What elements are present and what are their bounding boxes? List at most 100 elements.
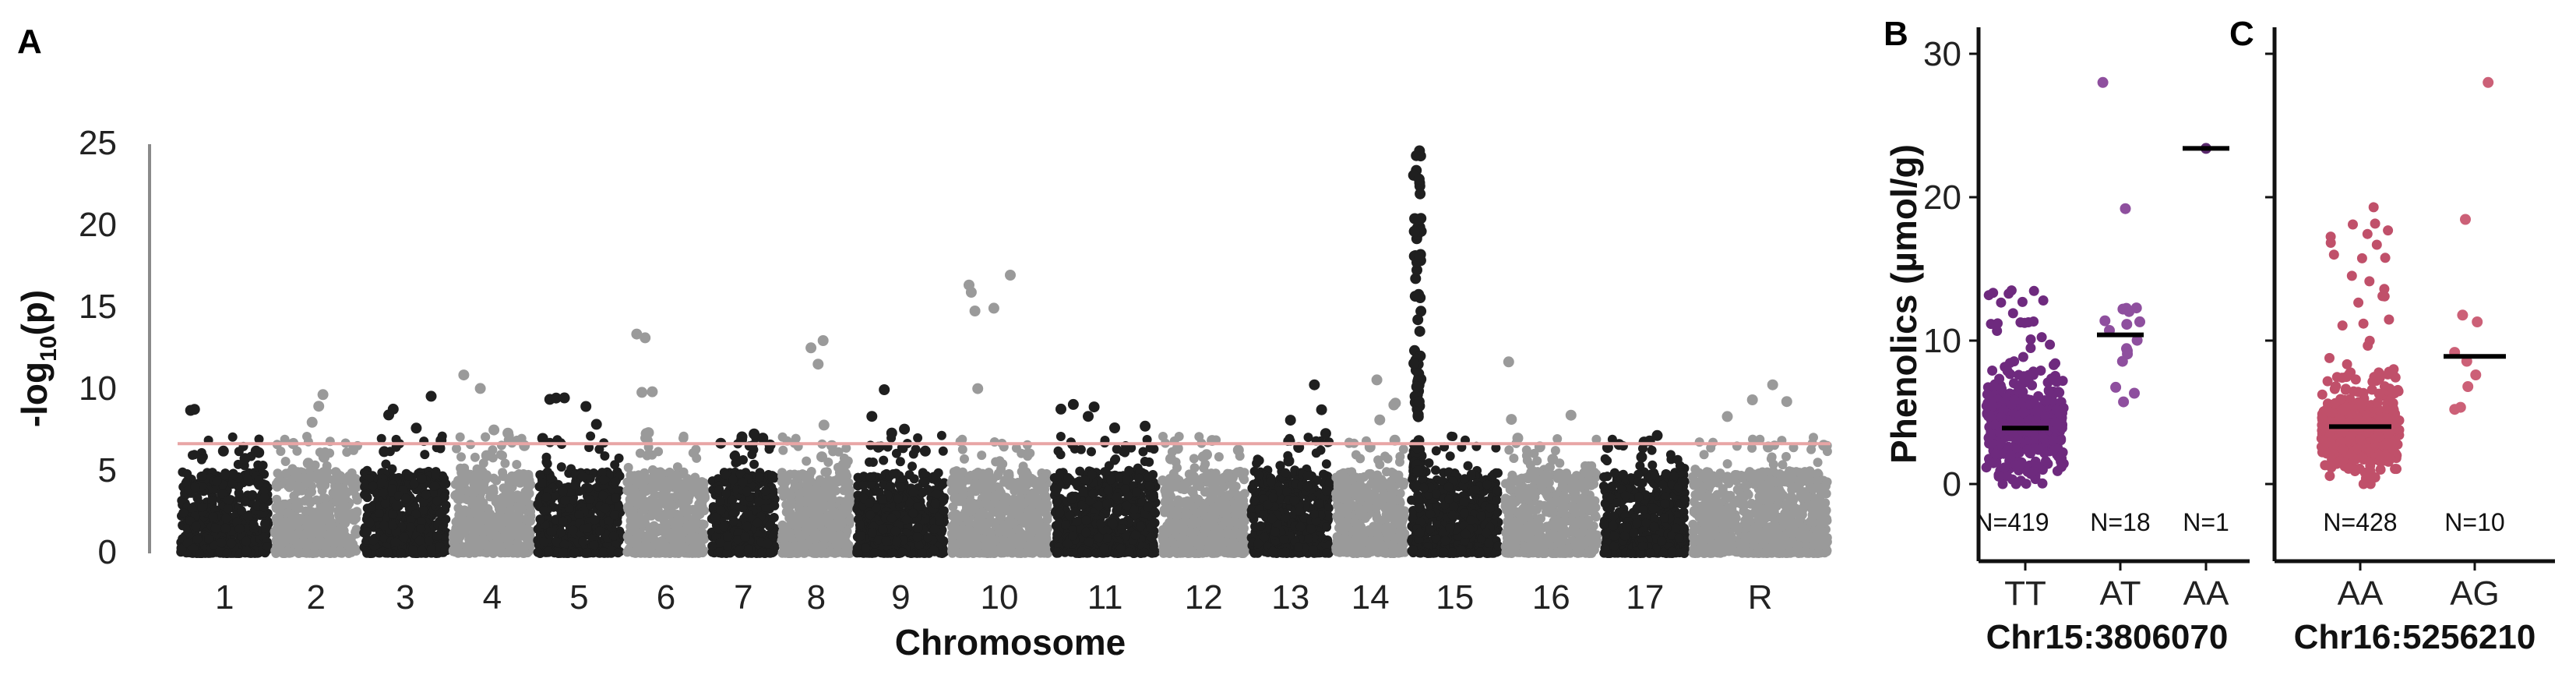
snp-point [569, 480, 580, 490]
snp-point [783, 522, 792, 532]
snp-point [297, 486, 307, 496]
snp-point [844, 492, 855, 502]
snp-point [568, 525, 578, 535]
snp-point [608, 531, 618, 541]
snp-point [790, 480, 800, 490]
snp-point [459, 548, 469, 558]
snp-point [861, 543, 871, 553]
snp-point [594, 526, 604, 536]
snp-point [220, 523, 231, 533]
snp-point [799, 470, 809, 480]
snp-point [589, 540, 599, 550]
snp-point [869, 548, 879, 558]
snp-point [672, 462, 682, 472]
snp-point [182, 469, 192, 479]
snp-point [742, 486, 752, 496]
snp-point [182, 524, 192, 534]
snp-point [890, 526, 900, 536]
snp-point [298, 531, 308, 540]
snp-point [379, 446, 390, 458]
snp-point [383, 409, 394, 421]
snp-point [777, 472, 788, 482]
snp-point [242, 511, 252, 521]
snp-point [752, 518, 763, 528]
snp-point [495, 520, 506, 530]
snp-point [817, 546, 826, 556]
snp-point [381, 459, 391, 469]
snp-point [868, 458, 878, 467]
snp-point [663, 483, 673, 493]
snp-point [747, 450, 757, 460]
snp-point [481, 432, 491, 442]
y-tick-label: 10 [79, 369, 117, 408]
snp-point [625, 521, 636, 532]
snp-point [815, 490, 824, 500]
snp-point [559, 392, 570, 404]
snp-point [887, 548, 897, 557]
y-tick-label: 20 [79, 206, 117, 244]
snp-point [217, 445, 229, 457]
snp-point [254, 434, 264, 444]
snp-point [609, 510, 619, 520]
snp-point [908, 449, 918, 459]
snp-point [512, 460, 522, 469]
y-axis-title-main: -log [14, 362, 55, 427]
snp-point [797, 487, 807, 497]
snp-point [387, 484, 397, 493]
snp-point [456, 452, 466, 462]
snp-point [259, 493, 270, 503]
snp-point [879, 455, 889, 465]
snp-point [272, 494, 282, 504]
snp-point [886, 427, 897, 439]
snp-point [241, 546, 252, 556]
snp-point [474, 383, 486, 394]
snp-point [577, 472, 587, 482]
snp-point [837, 459, 848, 469]
snp-point [328, 475, 338, 485]
snp-point [452, 530, 462, 540]
snp-point [452, 443, 461, 454]
snp-point [432, 531, 442, 541]
snp-point [749, 428, 760, 440]
snp-point [234, 488, 244, 498]
y-tick-label: 5 [98, 451, 117, 489]
snp-point [650, 470, 660, 479]
snp-point [284, 482, 294, 493]
snp-point [376, 478, 386, 488]
snp-point [692, 540, 702, 550]
snp-point [892, 536, 902, 546]
snp-point [541, 492, 551, 502]
snp-point [518, 542, 528, 552]
snp-point [259, 503, 269, 512]
snp-point [865, 498, 875, 508]
snp-point [478, 528, 488, 538]
manhattan-panel: A 0 5 10 15 20 25 -log10(p) 1 2 3 4 5 6 7 8 9 10 1… [14, 23, 1832, 662]
snp-point [856, 531, 866, 541]
snp-point [345, 512, 355, 522]
y-tick-label: 0 [98, 533, 117, 571]
snp-point [932, 489, 942, 499]
snp-point [212, 476, 222, 486]
snp-point [224, 495, 234, 505]
snp-point [539, 537, 549, 547]
snp-point [763, 539, 773, 549]
snp-point [379, 521, 389, 531]
snp-point [781, 548, 790, 558]
snp-point [820, 467, 830, 477]
snp-point [544, 546, 554, 556]
manhattan-y-ticks: 0 5 10 15 20 25 [79, 124, 117, 571]
snp-point [500, 458, 510, 468]
snp-point [794, 503, 804, 512]
snp-point [897, 547, 907, 557]
snp-point [307, 487, 316, 496]
snp-point [918, 487, 928, 497]
snp-point [687, 525, 696, 535]
snp-point [335, 529, 345, 539]
snp-point [197, 502, 207, 512]
snp-point [636, 387, 648, 398]
snp-point [909, 474, 919, 484]
snp-point [236, 506, 246, 516]
snp-point [640, 428, 652, 440]
snp-point [380, 499, 390, 509]
snp-point [518, 491, 528, 501]
